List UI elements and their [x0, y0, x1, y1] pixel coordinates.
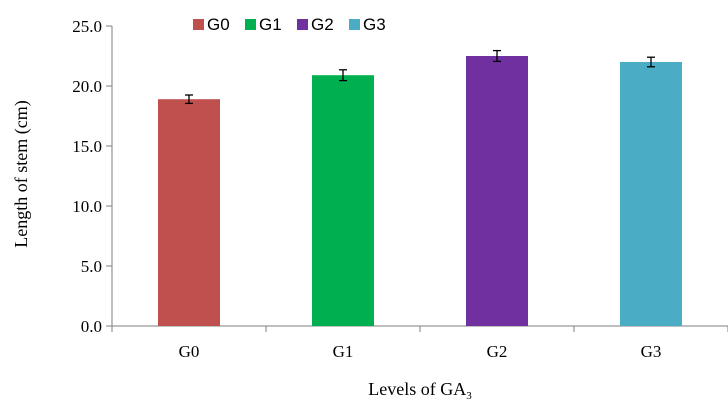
x-tick-label: G3 [641, 342, 662, 361]
legend-label-g3: G3 [363, 15, 386, 34]
legend-swatch-g2 [297, 19, 308, 30]
y-tick-label: 0.0 [81, 317, 102, 336]
x-tick-label: G2 [487, 342, 508, 361]
legend-swatch-g1 [245, 19, 256, 30]
bar-g0 [158, 99, 220, 326]
legend-label-g1: G1 [259, 15, 282, 34]
y-tick-labels: 0.0 5.0 10.0 15.0 20.0 25.0 [72, 17, 102, 336]
bars [158, 49, 682, 326]
y-tick-label: 15.0 [72, 137, 102, 156]
y-tick-label: 5.0 [81, 257, 102, 276]
x-axis-title: Levels of GA3 [368, 379, 472, 402]
bar-g1 [312, 75, 374, 326]
x-tick-label: G1 [333, 342, 354, 361]
x-axis-title-main: Levels of GA [368, 379, 466, 399]
y-axis-title: Length of stem (cm) [11, 100, 32, 247]
legend-swatch-g3 [349, 19, 360, 30]
bar-g3 [620, 62, 682, 326]
x-axis-title-subscript: 3 [466, 390, 472, 402]
x-tick-labels: G0 G1 G2 G3 [179, 342, 662, 361]
legend-label-g0: G0 [207, 15, 230, 34]
y-tick-label: 25.0 [72, 17, 102, 36]
bar-g2 [466, 56, 528, 326]
legend: G0 G1 G2 G3 [193, 15, 386, 34]
legend-swatch-g0 [193, 19, 204, 30]
y-tick-label: 10.0 [72, 197, 102, 216]
x-tick-label: G0 [179, 342, 200, 361]
legend-label-g2: G2 [311, 15, 334, 34]
y-tick-label: 20.0 [72, 77, 102, 96]
